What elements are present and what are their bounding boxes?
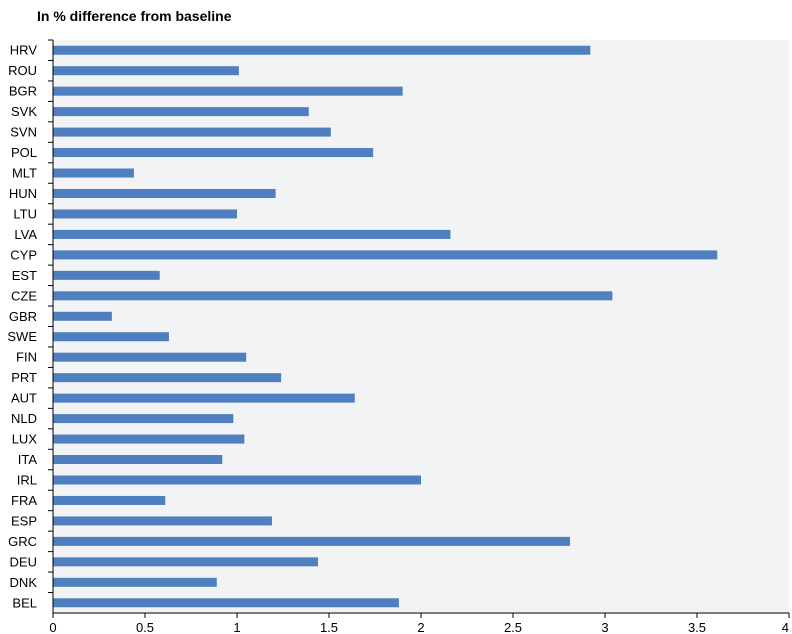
- bar-cze: [53, 291, 613, 301]
- bar-hun: [53, 188, 276, 198]
- bar-lux: [53, 434, 245, 444]
- y-tick-label-cze: CZE: [11, 288, 37, 303]
- y-tick-label-deu: DEU: [10, 554, 37, 569]
- y-tick-label-svn: SVN: [10, 125, 37, 140]
- bar-deu: [53, 557, 318, 567]
- x-tick-label-4: 4: [782, 620, 789, 634]
- bar-rou: [53, 66, 239, 76]
- bar-bel: [53, 598, 399, 608]
- y-tick-label-ita: ITA: [18, 452, 38, 467]
- y-tick-label-prt: PRT: [11, 370, 37, 385]
- x-axis: 0 0.5 1 1.5 2 2.5 3 3.5 4: [49, 612, 790, 634]
- y-tick-label-fin: FIN: [16, 350, 37, 365]
- bar-svk: [53, 107, 309, 117]
- y-tick-label-fra: FRA: [11, 493, 37, 508]
- y-tick-label-est: EST: [12, 268, 37, 283]
- bar-swe: [53, 332, 169, 342]
- x-tick-label-2: 2: [417, 620, 424, 634]
- y-tick-label-bgr: BGR: [9, 84, 37, 99]
- bar-nld: [53, 414, 234, 424]
- y-tick-label-rou: ROU: [8, 63, 37, 78]
- bar-prt: [53, 373, 282, 383]
- bar-esp: [53, 516, 272, 526]
- bar-aut: [53, 393, 355, 403]
- chart-title: In % difference from baseline: [37, 8, 232, 24]
- x-tick-label-0: 0: [49, 620, 56, 634]
- y-tick-label-bel: BEL: [12, 595, 37, 610]
- y-tick-label-mlt: MLT: [12, 166, 37, 181]
- y-tick-label-ltu: LTU: [13, 206, 37, 221]
- bar-mlt: [53, 168, 134, 178]
- y-tick-label-nld: NLD: [11, 411, 37, 426]
- x-tick-label-3: 3: [601, 620, 608, 634]
- x-tick-label-2-5: 2.5: [504, 620, 522, 634]
- y-tick-label-esp: ESP: [11, 513, 37, 528]
- bar-ltu: [53, 209, 237, 219]
- x-tick-label-0-5: 0.5: [136, 620, 154, 634]
- x-tick-label-1: 1: [233, 620, 240, 634]
- bar-lva: [53, 229, 451, 239]
- y-tick-label-hun: HUN: [9, 186, 37, 201]
- plot-background: [53, 40, 789, 613]
- y-tick-label-gbr: GBR: [9, 309, 37, 324]
- y-tick-label-swe: SWE: [7, 329, 37, 344]
- bar-pol: [53, 148, 374, 158]
- y-tick-label-hrv: HRV: [10, 43, 38, 58]
- y-tick-label-pol: POL: [11, 145, 37, 160]
- y-tick-label-aut: AUT: [11, 391, 37, 406]
- bars-group: [53, 45, 718, 608]
- x-tick-label-1-5: 1.5: [320, 620, 338, 634]
- bar-hrv: [53, 45, 591, 55]
- bar-dnk: [53, 577, 217, 587]
- bar-fra: [53, 495, 166, 505]
- x-tick-label-3-5: 3.5: [688, 620, 706, 634]
- bar-cyp: [53, 250, 718, 260]
- y-tick-label-dnk: DNK: [10, 575, 38, 590]
- bar-ita: [53, 455, 223, 465]
- y-tick-label-irl: IRL: [17, 472, 37, 487]
- bar-grc: [53, 536, 571, 546]
- bar-gbr: [53, 311, 112, 321]
- y-tick-label-svk: SVK: [11, 104, 37, 119]
- y-tick-label-cyp: CYP: [10, 247, 37, 262]
- bar-irl: [53, 475, 421, 485]
- bar-est: [53, 270, 160, 280]
- y-tick-label-grc: GRC: [8, 534, 37, 549]
- bar-svn: [53, 127, 331, 137]
- bar-bgr: [53, 86, 403, 96]
- y-axis-labels: HRV ROU BGR SVK SVN POL MLT HUN LTU LVA CYP EST CZE G…: [7, 39, 53, 610]
- bar-fin: [53, 352, 247, 362]
- y-tick-label-lva: LVA: [14, 227, 37, 242]
- y-tick-label-lux: LUX: [12, 432, 38, 447]
